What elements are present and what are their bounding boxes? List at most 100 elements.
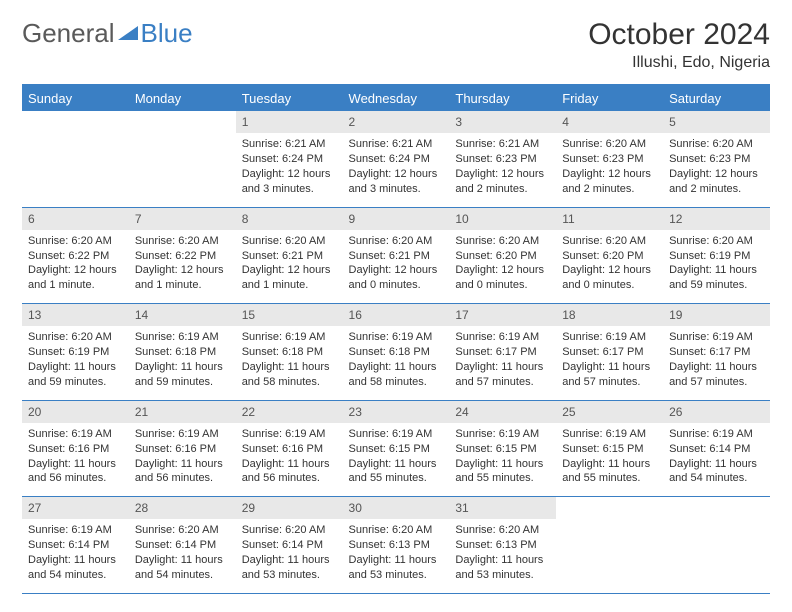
day-body: Sunrise: 6:20 AMSunset: 6:21 PMDaylight:… bbox=[236, 230, 343, 303]
day-number: 12 bbox=[663, 208, 770, 230]
sunrise-text: Sunrise: 6:19 AM bbox=[135, 427, 230, 442]
daylight-text: Daylight: 12 hours and 1 minute. bbox=[28, 263, 123, 293]
day-number: 8 bbox=[236, 208, 343, 230]
calendar-cell: 21 Sunrise: 6:19 AMSunset: 6:16 PMDayligh… bbox=[129, 400, 236, 497]
calendar-cell: 8Sunrise: 6:20 AMSunset: 6:21 PMDaylight… bbox=[236, 207, 343, 304]
daylight-text: Daylight: 11 hours and 56 minutes. bbox=[28, 457, 123, 487]
day-number: 29 bbox=[236, 497, 343, 519]
calendar-cell: 17Sunrise: 6:19 AMSunset: 6:17 PMDayligh… bbox=[449, 304, 556, 401]
calendar-cell: 15Sunrise: 6:19 AMSunset: 6:18 PMDayligh… bbox=[236, 304, 343, 401]
day-number: 31 bbox=[449, 497, 556, 519]
day-body: Sunrise: 6:20 AMSunset: 6:13 PMDaylight:… bbox=[449, 519, 556, 592]
daylight-text: Daylight: 11 hours and 57 minutes. bbox=[455, 360, 550, 390]
day-number: 7 bbox=[129, 208, 236, 230]
day-number: 21 bbox=[129, 401, 236, 423]
sunset-text: Sunset: 6:22 PM bbox=[135, 249, 230, 264]
day-body bbox=[22, 133, 129, 147]
day-body bbox=[556, 519, 663, 533]
daylight-text: Daylight: 12 hours and 2 minutes. bbox=[669, 167, 764, 197]
daylight-text: Daylight: 12 hours and 2 minutes. bbox=[562, 167, 657, 197]
calendar-cell: 16Sunrise: 6:19 AMSunset: 6:18 PMDayligh… bbox=[343, 304, 450, 401]
sunrise-text: Sunrise: 6:20 AM bbox=[349, 234, 444, 249]
sunrise-text: Sunrise: 6:20 AM bbox=[669, 137, 764, 152]
day-number: 28 bbox=[129, 497, 236, 519]
title-block: October 2024 Illushi, Edo, Nigeria bbox=[588, 18, 770, 72]
day-number: 14 bbox=[129, 304, 236, 326]
sunset-text: Sunset: 6:14 PM bbox=[28, 538, 123, 553]
calendar-cell: 24Sunrise: 6:19 AMSunset: 6:15 PMDayligh… bbox=[449, 400, 556, 497]
sunrise-text: Sunrise: 6:19 AM bbox=[669, 427, 764, 442]
sunset-text: Sunset: 6:14 PM bbox=[135, 538, 230, 553]
day-body: Sunrise: 6:20 AMSunset: 6:23 PMDaylight:… bbox=[663, 133, 770, 206]
calendar-cell: 11Sunrise: 6:20 AMSunset: 6:20 PMDayligh… bbox=[556, 207, 663, 304]
sunset-text: Sunset: 6:17 PM bbox=[562, 345, 657, 360]
day-number: 16 bbox=[343, 304, 450, 326]
daylight-text: Daylight: 12 hours and 3 minutes. bbox=[242, 167, 337, 197]
calendar-cell: 29Sunrise: 6:20 AMSunset: 6:14 PMDayligh… bbox=[236, 497, 343, 594]
logo-text-general: General bbox=[22, 18, 115, 49]
sunset-text: Sunset: 6:22 PM bbox=[28, 249, 123, 264]
calendar-cell: 23Sunrise: 6:19 AMSunset: 6:15 PMDayligh… bbox=[343, 400, 450, 497]
sunrise-text: Sunrise: 6:19 AM bbox=[242, 330, 337, 345]
calendar-cell: 9Sunrise: 6:20 AMSunset: 6:21 PMDaylight… bbox=[343, 207, 450, 304]
day-header-wed: Wednesday bbox=[343, 85, 450, 111]
calendar-week-row: 13Sunrise: 6:20 AMSunset: 6:19 PMDayligh… bbox=[22, 304, 770, 401]
day-number: 3 bbox=[449, 111, 556, 133]
day-body: Sunrise: 6:20 AMSunset: 6:21 PMDaylight:… bbox=[343, 230, 450, 303]
day-body: Sunrise: 6:19 AMSunset: 6:15 PMDaylight:… bbox=[556, 423, 663, 496]
sunrise-text: Sunrise: 6:20 AM bbox=[28, 234, 123, 249]
day-body: Sunrise: 6:21 AMSunset: 6:24 PMDaylight:… bbox=[343, 133, 450, 206]
day-header-thu: Thursday bbox=[449, 85, 556, 111]
calendar-cell: 30Sunrise: 6:20 AMSunset: 6:13 PMDayligh… bbox=[343, 497, 450, 594]
day-header-sat: Saturday bbox=[663, 85, 770, 111]
sunset-text: Sunset: 6:18 PM bbox=[242, 345, 337, 360]
sunrise-text: Sunrise: 6:20 AM bbox=[562, 234, 657, 249]
sunrise-text: Sunrise: 6:19 AM bbox=[669, 330, 764, 345]
day-number: 17 bbox=[449, 304, 556, 326]
sunrise-text: Sunrise: 6:21 AM bbox=[349, 137, 444, 152]
calendar-cell: 27Sunrise: 6:19 AMSunset: 6:14 PMDayligh… bbox=[22, 497, 129, 594]
daylight-text: Daylight: 11 hours and 57 minutes. bbox=[562, 360, 657, 390]
sunset-text: Sunset: 6:23 PM bbox=[455, 152, 550, 167]
day-header-fri: Friday bbox=[556, 85, 663, 111]
sunrise-text: Sunrise: 6:20 AM bbox=[135, 234, 230, 249]
daylight-text: Daylight: 11 hours and 55 minutes. bbox=[455, 457, 550, 487]
day-number bbox=[129, 111, 236, 133]
sunset-text: Sunset: 6:18 PM bbox=[349, 345, 444, 360]
calendar-cell: 31Sunrise: 6:20 AMSunset: 6:13 PMDayligh… bbox=[449, 497, 556, 594]
daylight-text: Daylight: 11 hours and 59 minutes. bbox=[135, 360, 230, 390]
day-body: Sunrise: 6:19 AMSunset: 6:18 PMDaylight:… bbox=[236, 326, 343, 399]
day-body: Sunrise: 6:19 AMSunset: 6:16 PMDaylight:… bbox=[22, 423, 129, 496]
day-header-sun: Sunday bbox=[22, 85, 129, 111]
day-body: Sunrise: 6:20 AMSunset: 6:22 PMDaylight:… bbox=[129, 230, 236, 303]
day-body: Sunrise: 6:20 AMSunset: 6:19 PMDaylight:… bbox=[663, 230, 770, 303]
day-body: Sunrise: 6:19 AMSunset: 6:16 PMDaylight:… bbox=[236, 423, 343, 496]
sunset-text: Sunset: 6:23 PM bbox=[562, 152, 657, 167]
sunrise-text: Sunrise: 6:20 AM bbox=[349, 523, 444, 538]
sunset-text: Sunset: 6:21 PM bbox=[349, 249, 444, 264]
calendar-cell: 26Sunrise: 6:19 AMSunset: 6:14 PMDayligh… bbox=[663, 400, 770, 497]
sunrise-text: Sunrise: 6:19 AM bbox=[242, 427, 337, 442]
day-body: Sunrise: 6:19 AMSunset: 6:17 PMDaylight:… bbox=[663, 326, 770, 399]
daylight-text: Daylight: 11 hours and 56 minutes. bbox=[135, 457, 230, 487]
day-number: 19 bbox=[663, 304, 770, 326]
daylight-text: Daylight: 12 hours and 3 minutes. bbox=[349, 167, 444, 197]
calendar-cell: 14Sunrise: 6:19 AMSunset: 6:18 PMDayligh… bbox=[129, 304, 236, 401]
day-number: 6 bbox=[22, 208, 129, 230]
day-body: Sunrise: 6:20 AMSunset: 6:19 PMDaylight:… bbox=[22, 326, 129, 399]
calendar-cell: 25Sunrise: 6:19 AMSunset: 6:15 PMDayligh… bbox=[556, 400, 663, 497]
sunset-text: Sunset: 6:13 PM bbox=[349, 538, 444, 553]
calendar-cell: 20Sunrise: 6:19 AMSunset: 6:16 PMDayligh… bbox=[22, 400, 129, 497]
day-number: 20 bbox=[22, 401, 129, 423]
sunrise-text: Sunrise: 6:20 AM bbox=[28, 330, 123, 345]
calendar-cell bbox=[129, 111, 236, 207]
day-number: 25 bbox=[556, 401, 663, 423]
daylight-text: Daylight: 11 hours and 54 minutes. bbox=[28, 553, 123, 583]
sunset-text: Sunset: 6:20 PM bbox=[562, 249, 657, 264]
daylight-text: Daylight: 11 hours and 53 minutes. bbox=[242, 553, 337, 583]
sunrise-text: Sunrise: 6:20 AM bbox=[455, 234, 550, 249]
logo-text-blue: Blue bbox=[141, 18, 193, 49]
day-number: 2 bbox=[343, 111, 450, 133]
sunset-text: Sunset: 6:16 PM bbox=[135, 442, 230, 457]
sunrise-text: Sunrise: 6:19 AM bbox=[455, 427, 550, 442]
